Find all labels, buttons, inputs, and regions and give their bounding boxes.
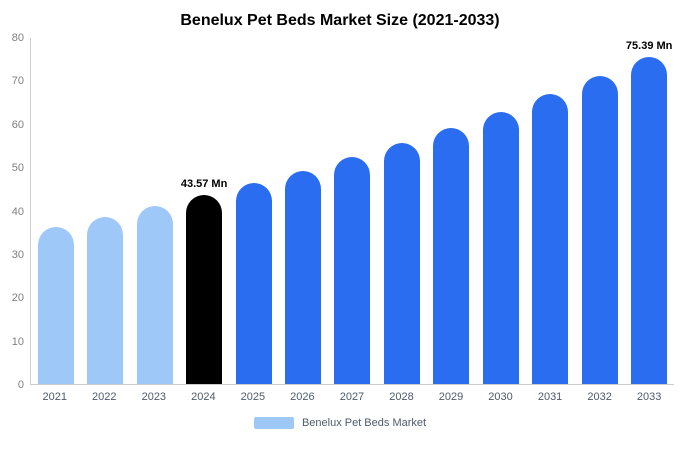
bar-2033 [631, 57, 668, 384]
x-tick-label: 2022 [92, 391, 117, 403]
bar-2023 [136, 206, 173, 384]
bar-column [284, 171, 321, 384]
bar-2029 [433, 128, 470, 384]
bar-2025 [235, 183, 272, 384]
bar-2031 [532, 94, 569, 384]
legend-swatch [253, 417, 294, 429]
y-tick-label: 70 [11, 75, 24, 88]
bar-column [532, 94, 569, 384]
x-tick-label: 2021 [42, 391, 67, 403]
bar-2021 [37, 227, 74, 384]
bar-column [37, 227, 74, 384]
bar-column: 43.57 Mn [181, 178, 227, 384]
legend: Benelux Pet Beds Market [0, 417, 680, 429]
y-tick-label: 10 [11, 335, 24, 348]
y-tick-label: 60 [11, 118, 24, 131]
bar-column [235, 183, 272, 384]
bar-column [383, 143, 420, 384]
bar-column [581, 76, 618, 384]
bar-column [482, 112, 519, 384]
y-axis: 0 10 20 30 40 50 60 70 80 [0, 32, 30, 391]
x-tick-label: 2030 [488, 391, 513, 403]
bar-column [433, 128, 470, 384]
y-tick-label: 80 [11, 32, 24, 44]
bar-2030 [482, 112, 519, 384]
plot-area: 43.57 Mn 75.39 Mn [30, 38, 674, 385]
bar-data-label: 75.39 Mn [625, 40, 673, 52]
bar-2022 [87, 217, 124, 384]
bar-2032 [581, 76, 618, 384]
x-tick-label: 2029 [438, 391, 464, 403]
bar-2028 [383, 143, 420, 384]
x-tick-label: 2024 [191, 391, 216, 403]
bar-column [334, 157, 371, 384]
x-tick-label: 2026 [290, 391, 315, 403]
bar-2026 [284, 171, 321, 384]
x-tick-label: 2025 [240, 391, 266, 403]
bar-data-label: 43.57 Mn [180, 178, 228, 190]
y-tick-label: 20 [11, 292, 24, 305]
x-tick-label: 2032 [587, 391, 612, 403]
bar-column [87, 217, 124, 384]
chart-body: 0 10 20 30 40 50 60 70 80 43.57 Mn 75.39 Mn [0, 32, 680, 391]
x-tick-label: 2033 [636, 391, 662, 403]
bar-2024 [186, 195, 223, 384]
y-tick-label: 50 [11, 162, 24, 175]
y-tick-label: 0 [17, 379, 24, 391]
x-tick-label: 2028 [389, 391, 414, 403]
x-axis: 2021 2022 2023 2024 2025 2026 2027 2028 2029 2030… [30, 391, 680, 403]
bar-column: 75.39 Mn [626, 40, 672, 384]
bar-2027 [334, 157, 371, 384]
x-tick-label: 2031 [537, 391, 563, 403]
legend-label: Benelux Pet Beds Market [301, 417, 427, 429]
x-tick-label: 2027 [339, 391, 365, 403]
y-tick-label: 30 [11, 248, 24, 261]
y-tick-label: 40 [11, 205, 24, 218]
bar-column [136, 206, 173, 384]
chart-title: Benelux Pet Beds Market Size (2021-2033) [180, 12, 500, 29]
x-tick-label: 2023 [141, 391, 167, 403]
